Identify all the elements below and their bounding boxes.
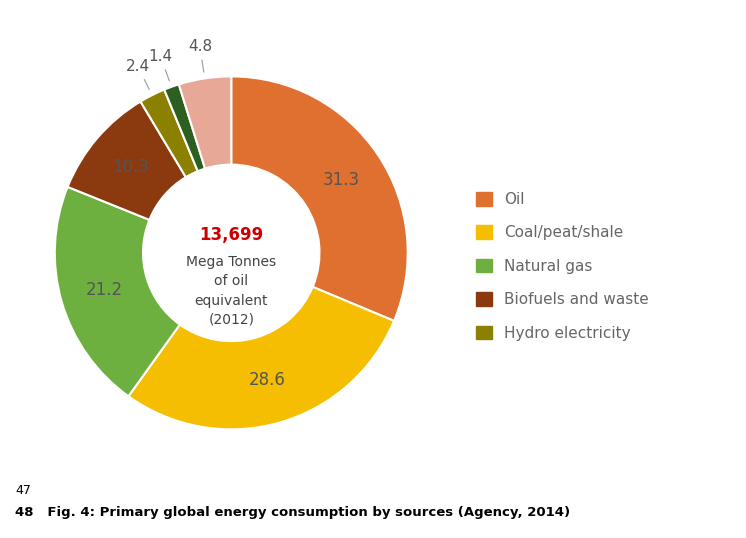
Text: 21.2: 21.2 [86, 281, 123, 299]
Wedge shape [140, 90, 198, 177]
Text: Mega Tonnes: Mega Tonnes [186, 254, 276, 268]
Wedge shape [68, 102, 186, 220]
Text: equivalent: equivalent [195, 294, 268, 308]
Text: of oil: of oil [214, 274, 248, 288]
Text: 4.8: 4.8 [188, 39, 212, 72]
Text: 47: 47 [15, 484, 31, 497]
Text: 10.3: 10.3 [112, 158, 149, 176]
Legend: Oil, Coal/peat/shale, Natural gas, Biofuels and waste, Hydro electricity: Oil, Coal/peat/shale, Natural gas, Biofu… [470, 186, 655, 347]
Wedge shape [164, 84, 205, 171]
Text: 13,699: 13,699 [199, 226, 263, 244]
Text: 31.3: 31.3 [323, 171, 360, 188]
Text: (2012): (2012) [208, 313, 254, 327]
Wedge shape [231, 76, 408, 321]
Wedge shape [128, 287, 394, 429]
Wedge shape [179, 76, 231, 168]
Text: 28.6: 28.6 [249, 371, 286, 389]
Wedge shape [54, 187, 180, 397]
Text: 48   Fig. 4: Primary global energy consumption by sources (Agency, 2014): 48 Fig. 4: Primary global energy consump… [15, 506, 570, 519]
Text: 2.4: 2.4 [126, 59, 150, 89]
Text: 1.4: 1.4 [148, 49, 173, 81]
